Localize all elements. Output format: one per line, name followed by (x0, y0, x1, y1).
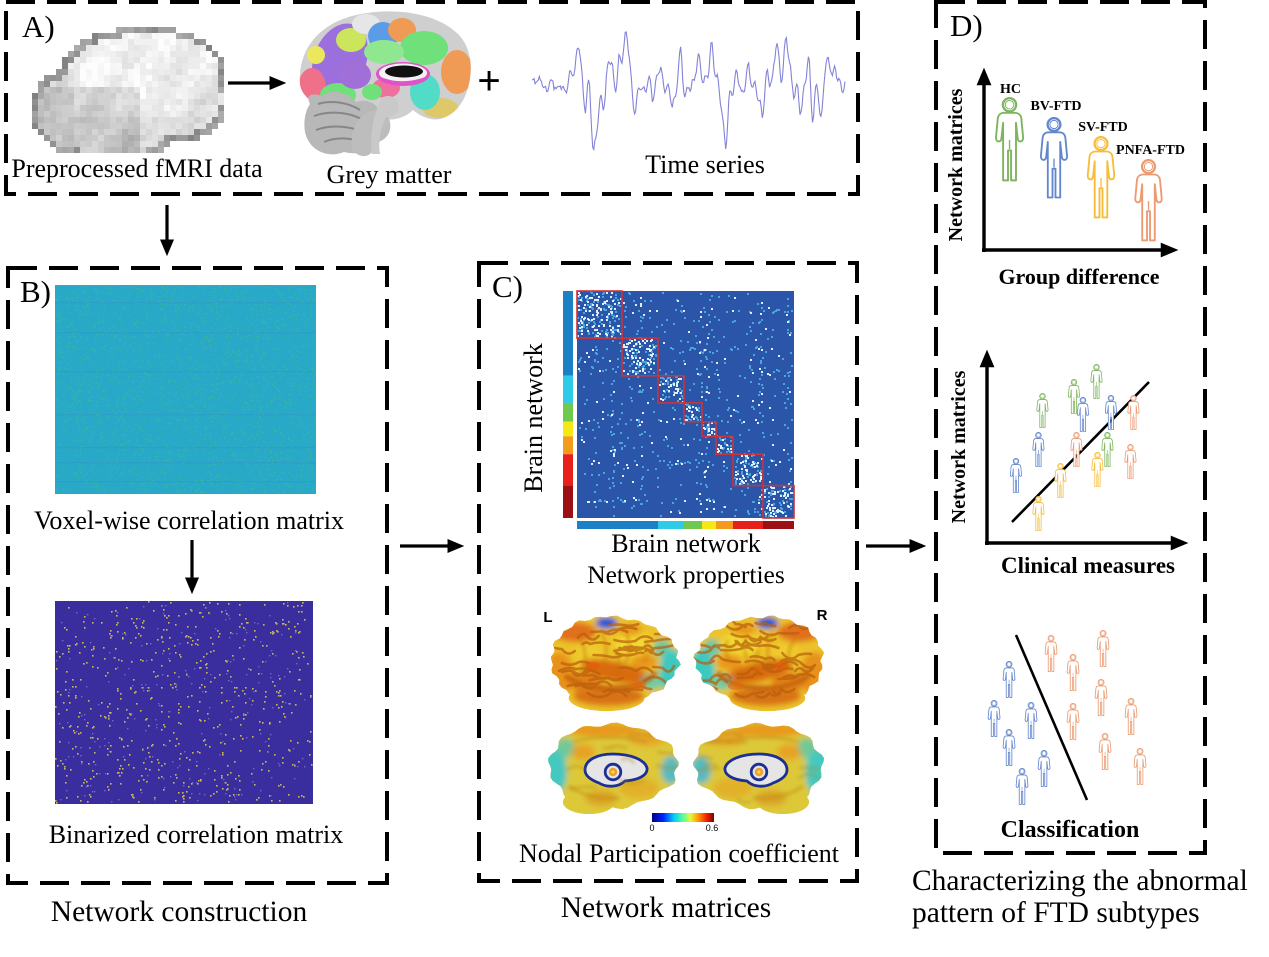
svg-text:A): A) (22, 9, 55, 44)
svg-text:BV-FTD: BV-FTD (1030, 99, 1081, 114)
svg-text:Clinical measures: Clinical measures (1001, 553, 1175, 578)
svg-text:0.6: 0.6 (706, 823, 719, 833)
svg-text:HC: HC (1000, 82, 1021, 97)
svg-text:Classification: Classification (1001, 817, 1140, 843)
svg-text:PNFA-FTD: PNFA-FTD (1116, 143, 1185, 158)
svg-text:+: + (477, 59, 500, 103)
svg-text:SV-FTD: SV-FTD (1078, 120, 1128, 135)
svg-text:Time series: Time series (645, 150, 765, 179)
svg-text:C): C) (492, 269, 523, 304)
svg-text:Network construction: Network construction (51, 896, 308, 928)
svg-text:Binarized correlation matrix: Binarized correlation matrix (49, 820, 344, 849)
svg-text:pattern of FTD subtypes: pattern of FTD subtypes (912, 897, 1200, 929)
svg-text:Nodal Participation coefficien: Nodal Participation coefficient (519, 839, 840, 868)
svg-text:Voxel-wise correlation matrix: Voxel-wise correlation matrix (34, 506, 344, 535)
svg-text:Network matrices: Network matrices (945, 88, 967, 241)
svg-text:L: L (543, 609, 552, 626)
svg-text:Network matrices: Network matrices (561, 892, 772, 924)
svg-text:Brain network: Brain network (611, 529, 760, 558)
svg-text:B): B) (20, 274, 51, 309)
svg-text:Network matrices: Network matrices (948, 370, 970, 523)
svg-text:Network properties: Network properties (587, 560, 785, 589)
svg-text:Characterizing the abnormal: Characterizing the abnormal (912, 865, 1248, 897)
svg-text:0: 0 (649, 823, 654, 833)
svg-text:Group difference: Group difference (998, 264, 1159, 289)
svg-text:Grey matter: Grey matter (327, 160, 452, 189)
svg-text:Brain network: Brain network (519, 343, 548, 492)
svg-text:D): D) (950, 8, 983, 43)
svg-text:R: R (817, 607, 828, 624)
svg-text:Preprocessed fMRI data: Preprocessed fMRI data (11, 154, 263, 183)
